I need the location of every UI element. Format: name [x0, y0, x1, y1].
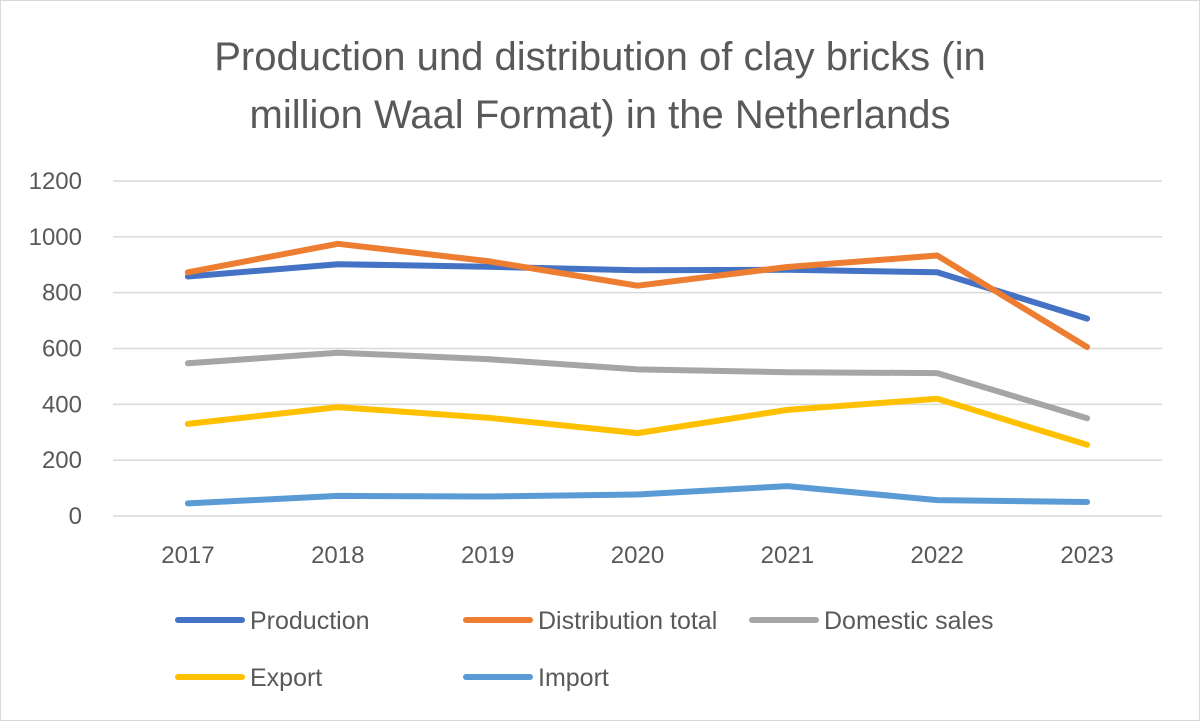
y-axis: 0 200 400 600 800 1000 1200 [29, 168, 82, 530]
legend-item-production: Production [175, 607, 370, 635]
legend-item-import: Import [463, 664, 609, 692]
legend: Production Distribution total Domestic sal… [175, 607, 994, 692]
series-line-distribution-total [184, 240, 1091, 351]
legend-item-export: Export [175, 664, 322, 692]
gridlines [113, 180, 1162, 517]
x-tick-label: 2017 [161, 542, 214, 569]
series-line-production [184, 261, 1091, 322]
series-line-domestic-sales [184, 349, 1091, 422]
legend-label: Domestic sales [824, 607, 994, 635]
y-tick-label: 200 [42, 447, 82, 474]
chart-title: Production und distribution of clay bric… [214, 35, 985, 137]
series-lines [184, 240, 1091, 507]
chart-title-line-2: million Waal Format) in the Netherlands [250, 93, 951, 137]
x-tick-label: 2023 [1060, 542, 1113, 569]
legend-label: Export [250, 664, 322, 692]
y-tick-label: 1000 [29, 224, 82, 251]
y-tick-label: 1200 [29, 168, 82, 195]
x-tick-label: 2022 [911, 542, 964, 569]
chart-title-line-1: Production und distribution of clay bric… [214, 35, 985, 79]
y-tick-label: 0 [69, 503, 82, 530]
y-tick-label: 400 [42, 391, 82, 418]
series-line-import [184, 483, 1091, 507]
x-tick-label: 2019 [461, 542, 514, 569]
x-tick-label: 2021 [761, 542, 814, 569]
legend-label: Distribution total [538, 607, 717, 635]
x-tick-label: 2020 [611, 542, 664, 569]
legend-label: Import [538, 664, 609, 692]
legend-item-distribution-total: Distribution total [463, 607, 717, 635]
x-tick-label: 2018 [311, 542, 364, 569]
y-tick-label: 600 [42, 336, 82, 363]
legend-item-domestic-sales: Domestic sales [749, 607, 994, 635]
series-line-export [184, 395, 1091, 448]
x-axis: 2017 2018 2019 2020 2021 2022 2023 [161, 542, 1114, 569]
y-tick-label: 800 [42, 280, 82, 307]
legend-label: Production [250, 607, 370, 635]
